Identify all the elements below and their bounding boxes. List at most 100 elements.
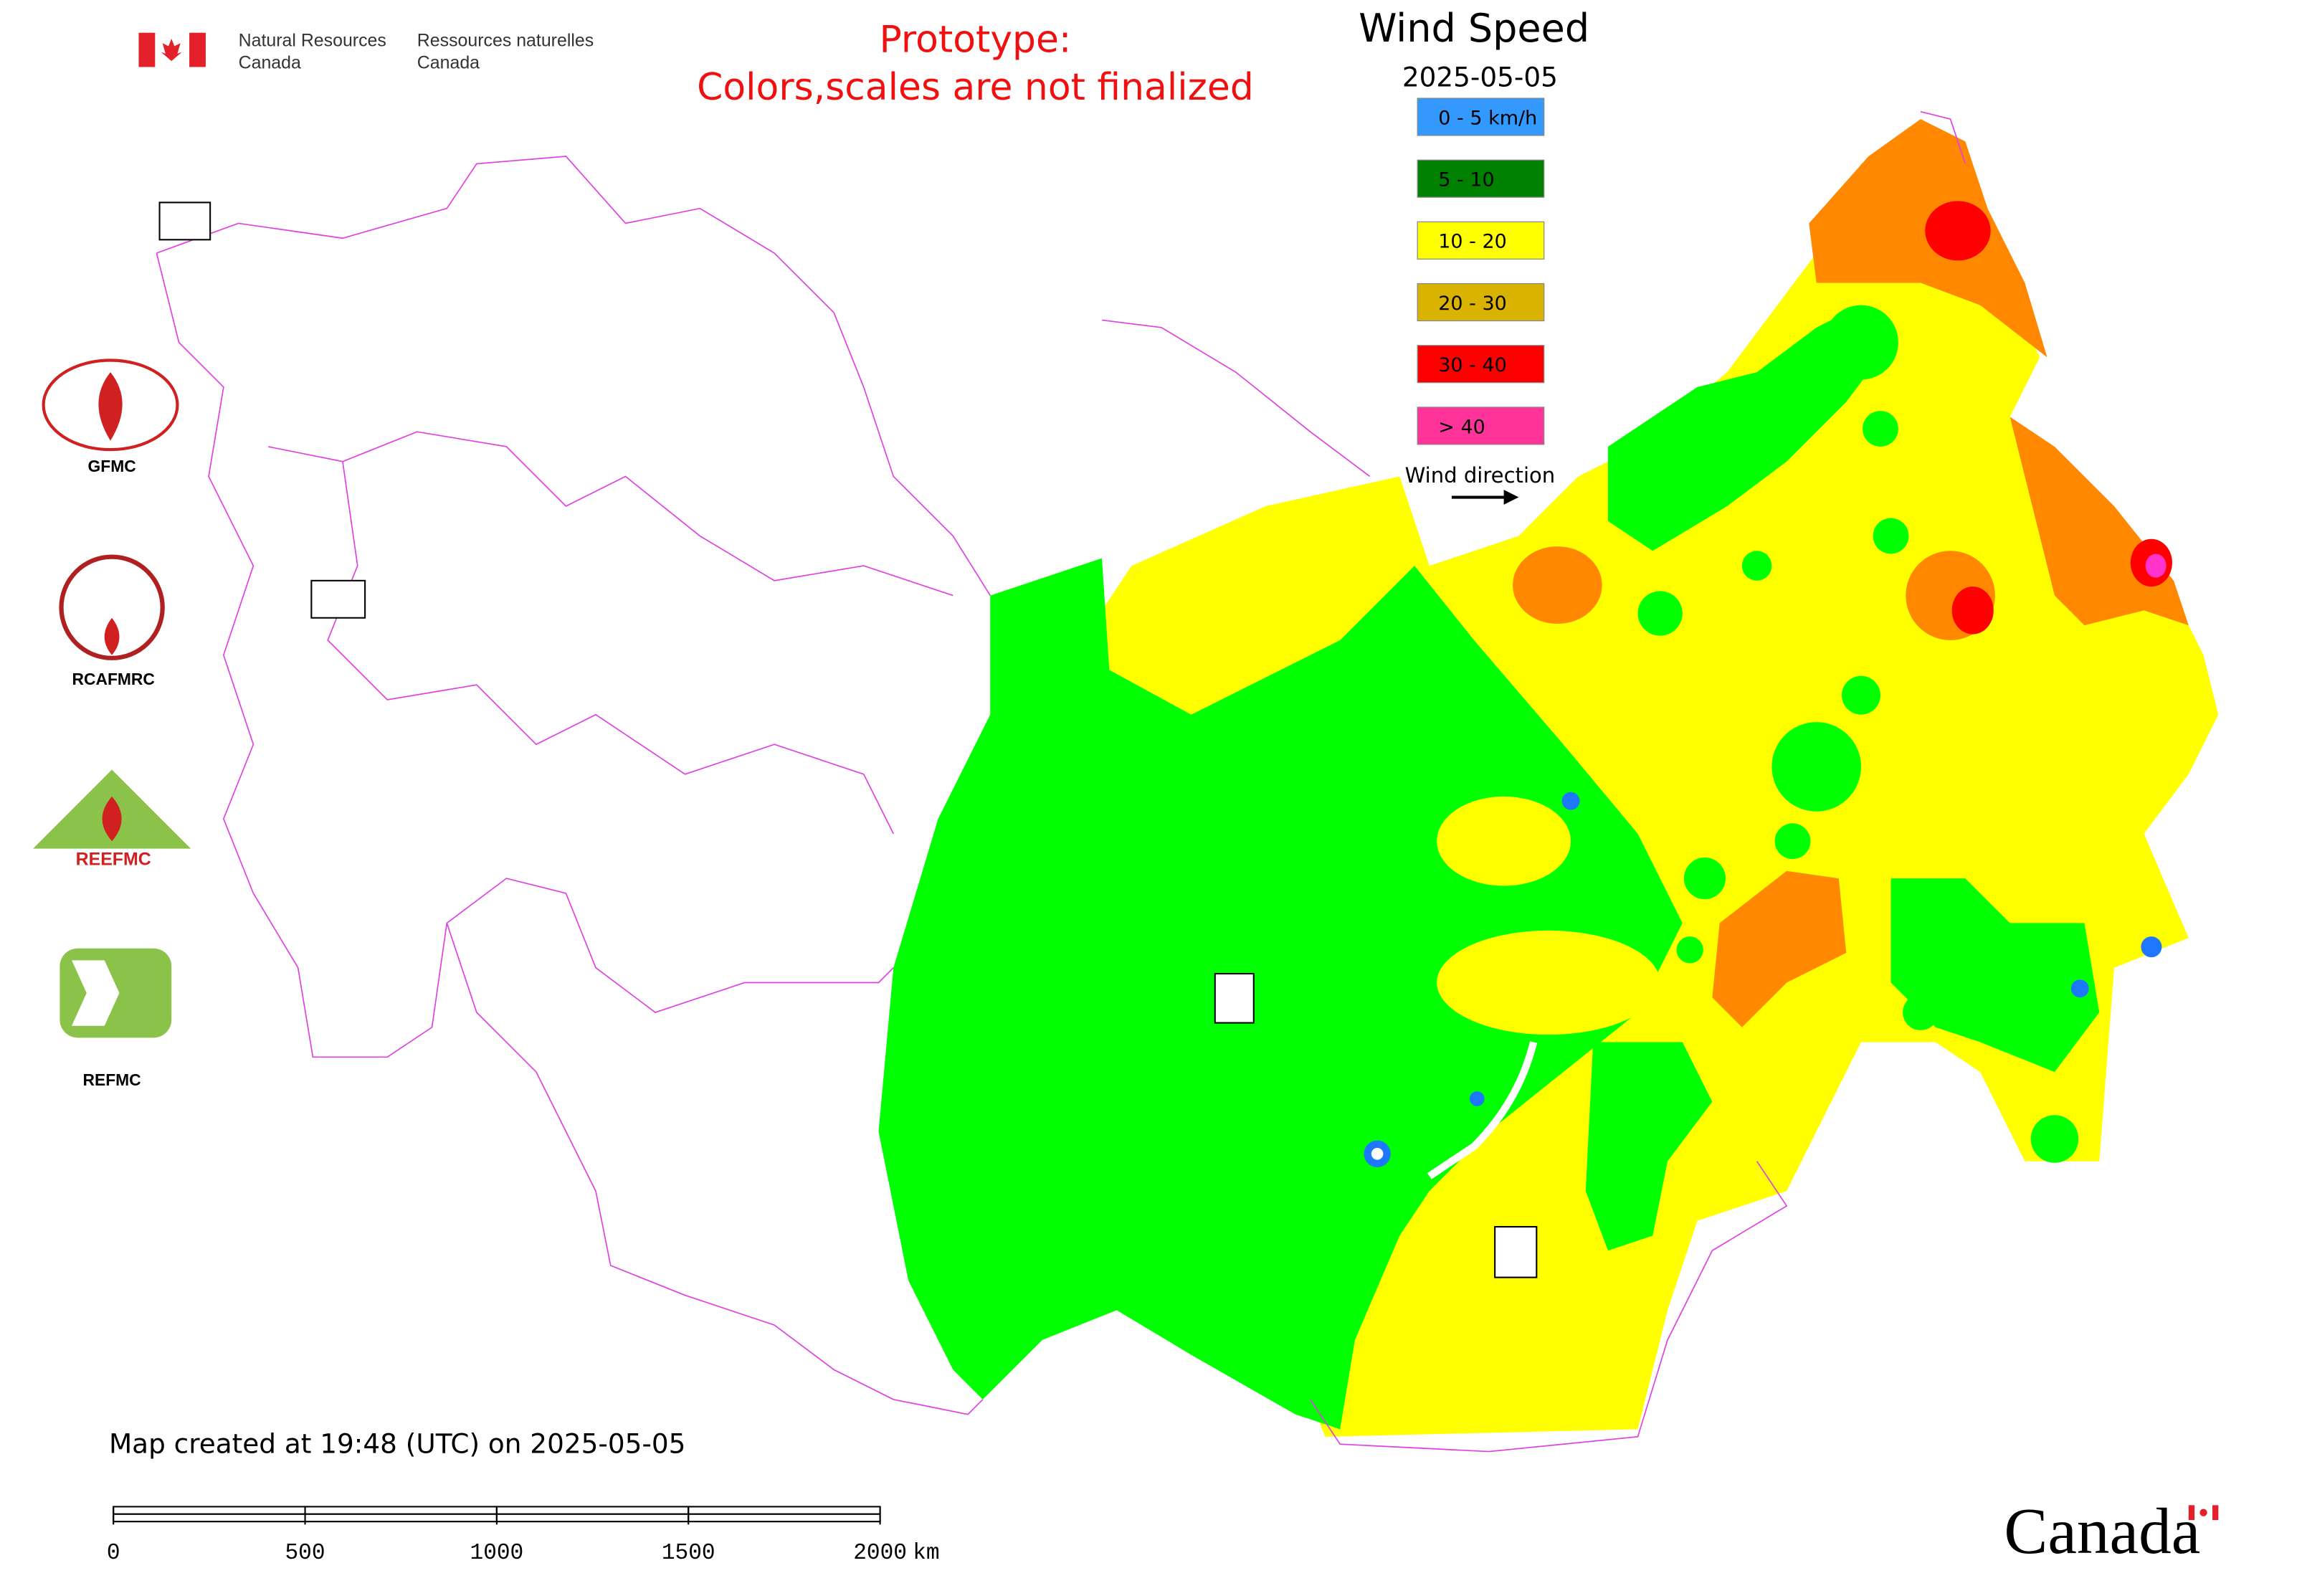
legend-label: > 40	[1438, 416, 1485, 438]
zone-orange	[1712, 870, 1847, 1027]
spot	[1863, 411, 1898, 447]
lake	[1371, 1147, 1384, 1160]
zone-orange	[1513, 546, 1602, 624]
scale-segment	[688, 1506, 881, 1515]
legend-label: 0 - 5 km/h	[1438, 107, 1537, 129]
zone-green	[878, 558, 1683, 1430]
legend-swatch	[1417, 407, 1545, 445]
flag-band	[138, 32, 156, 67]
zone-yellow	[1101, 133, 2219, 1437]
flag-leaf	[161, 38, 182, 62]
green-spots	[1637, 305, 2079, 1163]
org-name: Ressources naturelles	[417, 30, 594, 50]
rcafmrc-flame	[104, 617, 120, 655]
creation-note: Map created at 19:48 (UTC) on 2025-05-05	[109, 1428, 685, 1460]
map-title: Wind Speed	[1359, 6, 1589, 51]
gfmc-flame	[98, 372, 123, 441]
logo-label: GFMC	[88, 457, 136, 475]
scale-segment	[304, 1506, 498, 1515]
zone-magenta	[2145, 554, 2167, 578]
spot	[1774, 823, 1811, 860]
zone-green-s	[1585, 1042, 1713, 1251]
zone-yellow-patch	[1437, 796, 1571, 886]
lake	[1427, 1041, 1538, 1179]
scale-segment	[113, 1513, 306, 1523]
legend-swatch	[1417, 221, 1545, 260]
zone-green-se	[1890, 878, 2100, 1073]
spot	[1741, 551, 1772, 581]
notice: Colors,scales are not finalized	[697, 66, 1254, 109]
scale-segment	[688, 1513, 881, 1523]
direction-arrow	[1451, 490, 1519, 505]
map-icon	[158, 201, 211, 241]
scale-label: 1000	[470, 1541, 524, 1566]
legend-swatch	[1417, 98, 1545, 136]
spot	[2070, 979, 2089, 998]
border	[267, 431, 953, 835]
rcafmrc-logo	[59, 554, 165, 660]
scale-segment	[495, 1513, 690, 1523]
org-name: Natural Resources	[239, 30, 386, 50]
wordmark-flag	[2188, 1505, 2219, 1521]
flag-leaf	[2199, 1509, 2207, 1516]
outlines	[156, 110, 1966, 1453]
canada-wordmark: Canada	[2004, 1495, 2200, 1567]
map-icon	[1214, 972, 1255, 1024]
legend-swatch	[1417, 345, 1545, 384]
spot	[1771, 722, 1861, 812]
scale-label: 2000	[853, 1541, 907, 1566]
logo-label: REFMC	[83, 1070, 141, 1089]
legend-label: 5 - 10	[1438, 169, 1494, 191]
direction-label: Wind direction	[1405, 463, 1556, 488]
notice: Prototype:	[880, 19, 1072, 62]
zone-red	[1951, 586, 1994, 635]
legend-swatch	[1417, 282, 1545, 322]
spot	[1676, 936, 1703, 964]
border	[1101, 110, 1966, 478]
spot	[1841, 675, 1880, 715]
scale-segment	[304, 1513, 498, 1523]
scale-label: 0	[107, 1541, 120, 1566]
scale-segment	[113, 1506, 306, 1515]
spot	[1824, 305, 1898, 380]
flag-band	[189, 32, 206, 67]
spot	[2141, 936, 2162, 958]
map-icons	[158, 201, 1538, 1278]
scale-segment	[495, 1506, 690, 1515]
spot	[1561, 792, 1580, 810]
scale-bar: 0 500 1000 1500 2000 km	[107, 1506, 940, 1566]
logo-label: RCAFMRC	[72, 670, 154, 688]
border	[1309, 1161, 1788, 1453]
logos: GFMC RCAFMRC REEFMC REFMC	[33, 358, 191, 1089]
spot	[1469, 1091, 1485, 1106]
arrow-head	[1503, 490, 1519, 505]
zone-yellow-patch	[1437, 930, 1660, 1035]
map-icon	[1494, 1225, 1538, 1278]
legend-label: 30 - 40	[1438, 354, 1507, 376]
zone-green-ne	[1607, 305, 1891, 551]
spot	[1873, 518, 1909, 554]
spot	[1903, 994, 1939, 1030]
border	[446, 923, 984, 1415]
legend-label: 10 - 20	[1438, 231, 1507, 253]
org-name: Canada	[417, 53, 480, 73]
border	[156, 156, 991, 1058]
map-date: 2025-05-05	[1402, 61, 1558, 92]
legend-swatch	[1417, 159, 1545, 198]
reefmc-flame	[102, 796, 122, 842]
org-name: Canada	[239, 53, 301, 73]
scale-label: 1500	[662, 1541, 715, 1566]
spot	[1683, 858, 1726, 900]
logo-text: REEFMC	[76, 849, 151, 869]
scale-unit: km	[913, 1541, 939, 1566]
legend: 0 - 5 km/h 5 - 10 10 - 20 20 - 30 30 - 40 > 4…	[1417, 98, 1545, 445]
flag-band	[2188, 1505, 2195, 1521]
map-icon	[310, 579, 366, 619]
legend-label: 20 - 30	[1438, 293, 1507, 315]
spot	[2030, 1115, 2079, 1163]
scale-label: 500	[285, 1541, 325, 1566]
spot	[1637, 591, 1683, 636]
flag-band	[2212, 1505, 2219, 1521]
